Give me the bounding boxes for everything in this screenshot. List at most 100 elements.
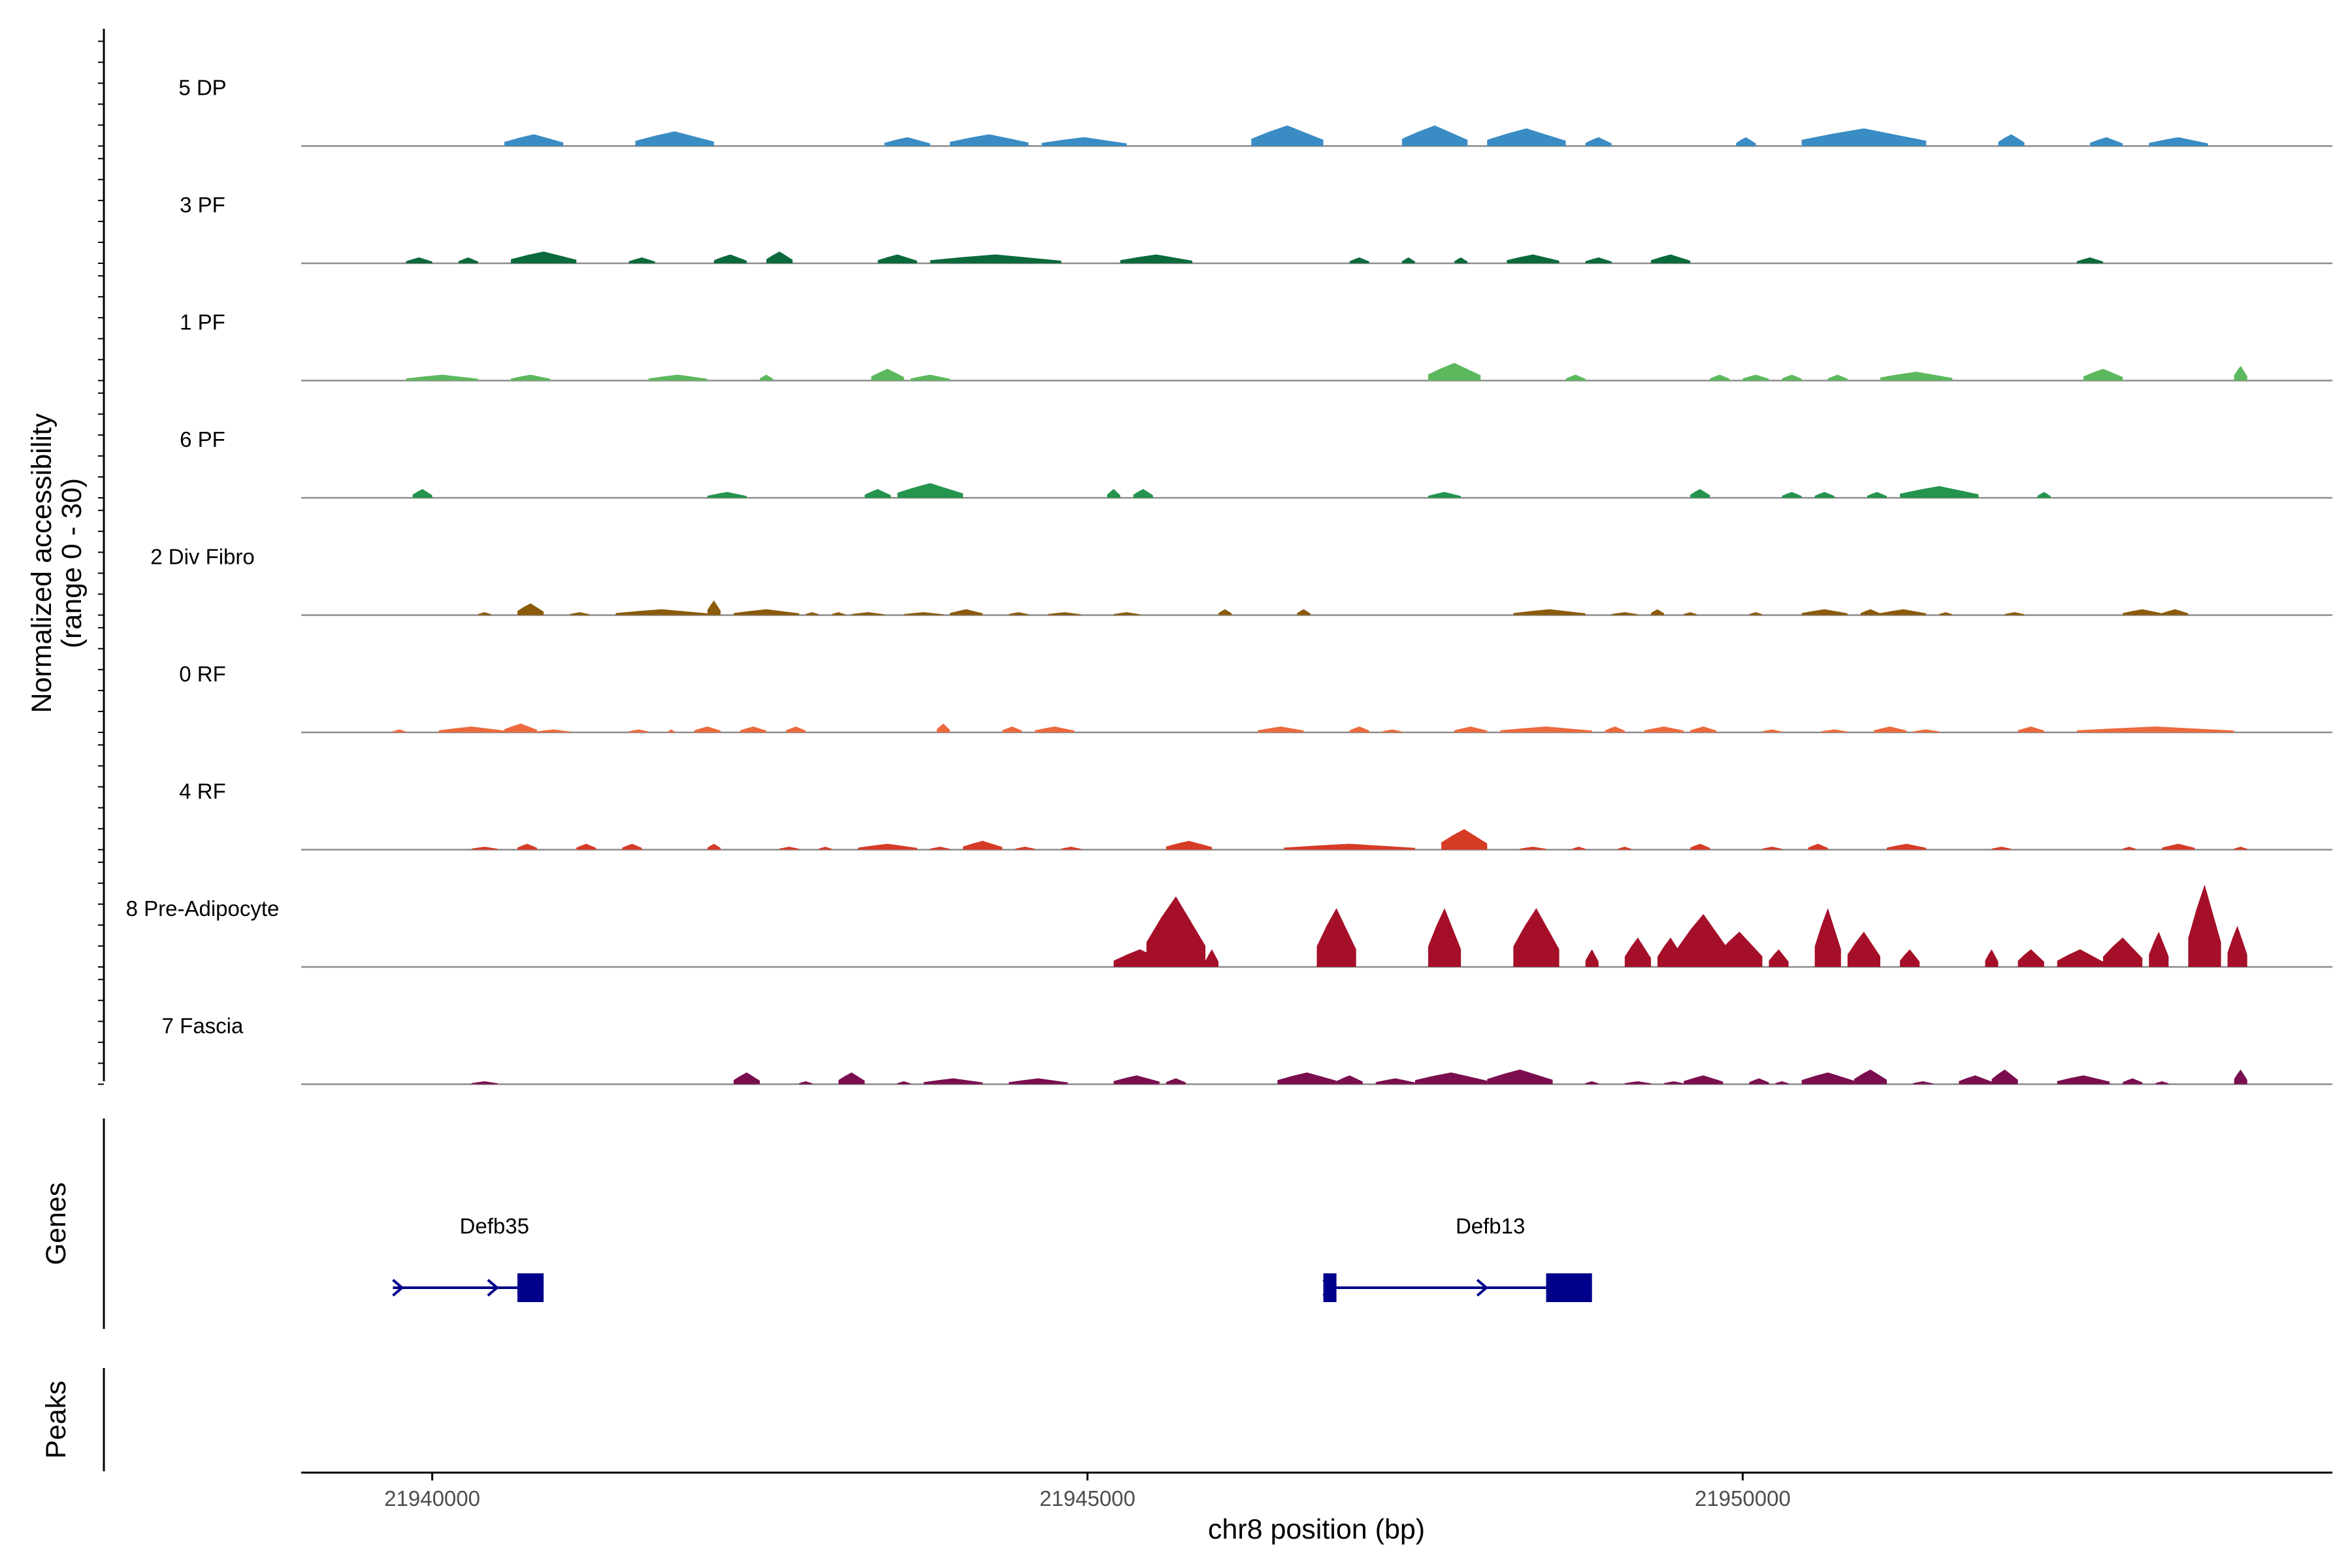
accessibility-peak <box>1710 374 1730 381</box>
accessibility-peak <box>1349 727 1369 732</box>
accessibility-peak <box>1814 908 1841 967</box>
accessibility-peak <box>1664 1081 1684 1085</box>
accessibility-peak <box>936 723 950 732</box>
accessibility-peak <box>871 368 904 381</box>
accessibility-peak <box>1035 727 1075 732</box>
accessibility-peak <box>1414 1072 1488 1085</box>
accessibility-peak <box>510 374 551 381</box>
accessibility-peak <box>2057 949 2103 967</box>
accessibility-peak <box>1454 257 1468 263</box>
accessibility-peak <box>1801 128 1927 146</box>
accessibility-peak <box>1205 949 1219 967</box>
gene-defb35: Defb35 <box>392 1214 544 1302</box>
accessibility-peak <box>819 847 832 850</box>
accessibility-peak <box>1650 609 1665 615</box>
accessibility-peak <box>1624 1081 1651 1085</box>
accessibility-peak <box>1297 609 1311 615</box>
accessibility-peak <box>504 134 564 146</box>
accessibility-peak <box>2155 1081 2169 1085</box>
gene-exon <box>1546 1273 1592 1302</box>
accessibility-peak <box>2076 257 2103 263</box>
track-0-rf: 0 RF <box>179 662 2332 734</box>
x-tick-label: 21940000 <box>384 1486 480 1511</box>
accessibility-peak <box>707 843 721 850</box>
accessibility-peak <box>1939 612 1953 615</box>
accessibility-peak <box>1801 1072 1854 1085</box>
y-axis-label-line1: Normalized accessibility <box>26 413 57 713</box>
accessibility-peak <box>615 609 708 615</box>
accessibility-peak <box>1258 727 1304 732</box>
accessibility-peak <box>1827 374 1848 381</box>
accessibility-peak <box>930 254 1062 263</box>
track-label: 4 RF <box>179 779 226 804</box>
accessibility-peak <box>1277 1072 1337 1085</box>
accessibility-peak <box>478 612 491 615</box>
accessibility-peak <box>2123 1078 2143 1085</box>
accessibility-peak <box>1375 1078 1415 1085</box>
accessibility-peak <box>1782 492 1802 498</box>
accessibility-peak <box>2149 137 2208 146</box>
accessibility-peak <box>2102 938 2143 967</box>
accessibility-peak <box>629 729 649 732</box>
accessibility-peak <box>949 609 983 615</box>
strand-arrow <box>1476 1279 1489 1297</box>
accessibility-peak <box>1873 727 1907 732</box>
accessibility-peak <box>1900 949 1920 967</box>
genes-panel-label: Genes <box>41 1183 72 1266</box>
accessibility-peak <box>1507 254 1560 263</box>
accessibility-peak <box>471 1081 498 1085</box>
accessibility-peak <box>504 723 538 732</box>
accessibility-peak <box>412 489 433 498</box>
accessibility-peak <box>1808 843 1828 850</box>
accessibility-peak <box>517 603 544 615</box>
accessibility-peak <box>2149 932 2169 967</box>
accessibility-peak <box>1428 492 1462 498</box>
accessibility-peak <box>923 1078 983 1085</box>
accessibility-peak <box>1690 727 1717 732</box>
accessibility-peak <box>2004 612 2025 615</box>
accessibility-peak <box>1880 609 1927 615</box>
accessibility-peak <box>1775 1081 1789 1085</box>
accessibility-peak <box>904 612 943 615</box>
accessibility-peak <box>510 252 577 263</box>
accessibility-peak <box>779 847 800 850</box>
accessibility-peak <box>2057 1075 2110 1085</box>
accessibility-peak <box>1500 727 1592 732</box>
accessibility-peak <box>635 131 714 146</box>
accessibility-peak <box>1618 847 1631 850</box>
accessibility-peak <box>1690 489 1710 498</box>
accessibility-peak <box>1565 374 1586 381</box>
accessibility-peak <box>1401 125 1468 146</box>
track-4-rf: 4 RF <box>179 779 2332 851</box>
tracks-y-axis <box>98 29 105 1085</box>
accessibility-peak <box>1644 727 1684 732</box>
accessibility-peak <box>1146 896 1206 967</box>
accessibility-peak <box>1585 1081 1599 1085</box>
accessibility-peak <box>1814 492 1835 498</box>
gene-annotations: Defb35 Defb13 <box>392 1214 1592 1302</box>
accessibility-peak <box>458 257 478 263</box>
accessibility-peak <box>2017 727 2044 732</box>
accessibility-peak <box>2234 366 2247 381</box>
x-axis: 21940000 21945000 21950000 <box>384 1473 1791 1511</box>
accessibility-peak <box>786 727 806 732</box>
accessibility-peak <box>2089 137 2123 146</box>
accessibility-peak <box>1133 489 1153 498</box>
accessibility-peak <box>1218 609 1232 615</box>
accessibility-peak <box>1821 729 1848 732</box>
accessibility-peak <box>1585 257 1612 263</box>
accessibility-peak <box>2162 609 2189 615</box>
accessibility-peak <box>471 847 498 850</box>
accessibility-peak <box>1749 1078 1769 1085</box>
track-label: 3 PF <box>180 193 225 217</box>
accessibility-peak <box>1854 1070 1887 1085</box>
accessibility-peak <box>1690 843 1710 850</box>
accessibility-peak <box>949 134 1029 146</box>
accessibility-peak <box>1520 847 1546 850</box>
accessibility-peak <box>1736 137 1756 146</box>
gene-exon <box>1323 1273 1337 1302</box>
accessibility-peak <box>962 841 1003 850</box>
y-axis-label-line2: (range 0 - 30) <box>56 478 88 649</box>
accessibility-peak <box>884 137 930 146</box>
accessibility-peak <box>1913 1081 1933 1085</box>
